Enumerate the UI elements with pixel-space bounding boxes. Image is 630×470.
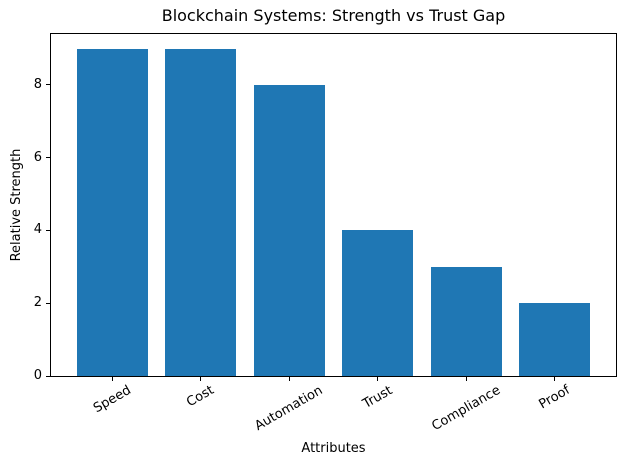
- bar-trust: [342, 230, 414, 376]
- y-tick-label: 4: [33, 222, 42, 238]
- chart-title: Blockchain Systems: Strength vs Trust Ga…: [161, 6, 506, 25]
- bar-proof: [519, 303, 591, 376]
- y-tick-mark: [46, 84, 50, 86]
- x-tick-mark: [465, 377, 467, 381]
- bar-speed: [76, 48, 148, 376]
- x-axis-label: Attributes: [301, 441, 366, 456]
- x-tick-mark: [200, 377, 202, 381]
- x-tick-mark: [288, 377, 290, 381]
- bar-compliance: [430, 266, 502, 376]
- y-tick-label: 8: [33, 76, 42, 92]
- x-tick-mark: [111, 377, 113, 381]
- y-tick-label: 2: [33, 295, 42, 311]
- y-axis-label: Relative Strength: [9, 148, 24, 262]
- x-tick-mark: [554, 377, 556, 381]
- plot-area: [50, 33, 617, 377]
- y-tick-mark: [46, 375, 50, 377]
- bar-automation: [253, 84, 325, 376]
- x-tick-label: Trust: [360, 382, 396, 412]
- x-tick-label: Automation: [252, 383, 326, 434]
- x-tick-label: Cost: [184, 383, 217, 411]
- x-tick-label: Speed: [90, 383, 134, 417]
- y-tick-mark: [46, 302, 50, 304]
- y-tick-mark: [46, 229, 50, 231]
- x-tick-mark: [377, 377, 379, 381]
- y-tick-mark: [46, 157, 50, 159]
- x-tick-label: Proof: [536, 382, 574, 413]
- x-tick-label: Compliance: [429, 383, 503, 435]
- y-tick-label: 0: [33, 368, 42, 383]
- y-tick-label: 6: [33, 149, 42, 165]
- bar-cost: [165, 48, 237, 376]
